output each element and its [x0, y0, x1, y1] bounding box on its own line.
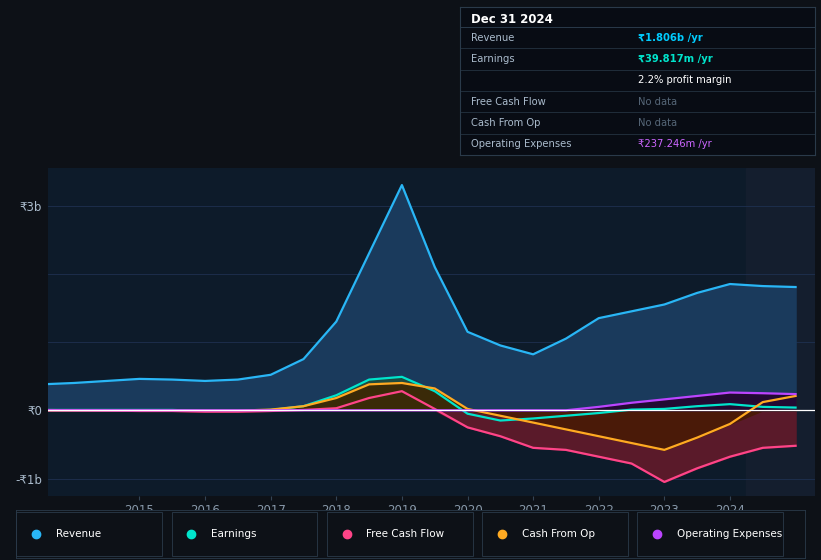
Text: Free Cash Flow: Free Cash Flow — [470, 97, 545, 106]
Text: ₹39.817m /yr: ₹39.817m /yr — [637, 54, 713, 64]
Text: Dec 31 2024: Dec 31 2024 — [470, 13, 553, 26]
Text: ₹237.246m /yr: ₹237.246m /yr — [637, 139, 711, 150]
Bar — [746, 168, 815, 496]
Text: Earnings: Earnings — [211, 529, 257, 539]
Text: Cash From Op: Cash From Op — [521, 529, 594, 539]
Text: ₹1.806b /yr: ₹1.806b /yr — [637, 32, 702, 43]
Text: Free Cash Flow: Free Cash Flow — [366, 529, 444, 539]
Text: Cash From Op: Cash From Op — [470, 118, 540, 128]
Text: No data: No data — [637, 97, 677, 106]
Text: No data: No data — [637, 118, 677, 128]
Text: Revenue: Revenue — [470, 32, 514, 43]
Text: Operating Expenses: Operating Expenses — [470, 139, 571, 150]
Text: Operating Expenses: Operating Expenses — [677, 529, 782, 539]
Text: Revenue: Revenue — [56, 529, 101, 539]
Text: 2.2% profit margin: 2.2% profit margin — [637, 76, 731, 85]
Text: Earnings: Earnings — [470, 54, 514, 64]
